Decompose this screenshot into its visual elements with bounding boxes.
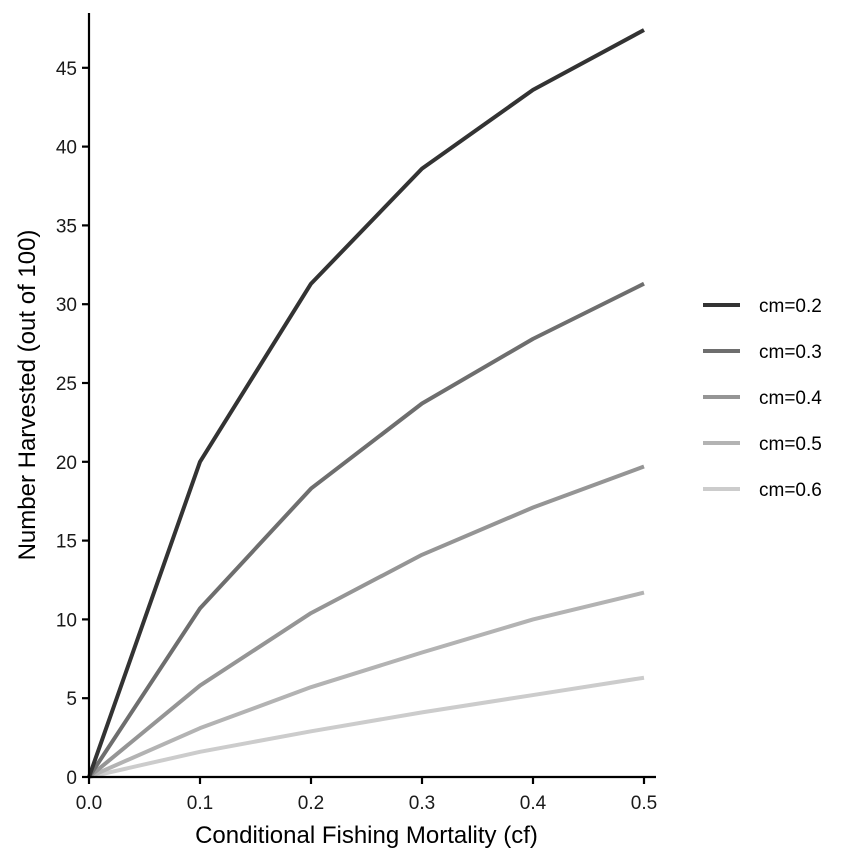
x-tick-label: 0.1 <box>187 793 213 814</box>
legend-label: cm=0.6 <box>759 480 822 501</box>
x-tick-label: 0.5 <box>631 793 657 814</box>
y-tick-label: 25 <box>56 374 77 395</box>
series-line-cm-0-3 <box>87 281 645 779</box>
y-ticks: 0 5 10 15 20 25 30 35 40 45 <box>56 59 89 789</box>
legend-label: cm=0.3 <box>759 342 822 363</box>
series-layer <box>87 28 645 779</box>
y-tick-label: 30 <box>56 295 77 316</box>
series-line-cm-0-4 <box>87 464 645 779</box>
y-tick-label: 45 <box>56 59 77 80</box>
x-tick-label: 0.4 <box>520 793 547 814</box>
legend-item: cm=0.4 <box>703 388 822 409</box>
legend-label: cm=0.5 <box>759 434 822 455</box>
axes-layer <box>87 13 656 779</box>
legend-label: cm=0.2 <box>759 296 822 317</box>
x-ticks: 0.0 0.1 0.2 0.3 0.4 0.5 <box>76 777 657 814</box>
x-axis-title: Conditional Fishing Mortality (cf) <box>195 822 538 849</box>
series-line-cm-0-5 <box>88 590 645 779</box>
legend-item: cm=0.5 <box>703 434 822 455</box>
x-tick-label: 0.2 <box>298 793 324 814</box>
legend-item: cm=0.2 <box>703 296 822 317</box>
legend-item: cm=0.3 <box>703 342 822 363</box>
x-tick-label: 0.3 <box>409 793 435 814</box>
y-tick-label: 35 <box>56 216 77 237</box>
legend-label: cm=0.4 <box>759 388 822 409</box>
x-tick-label: 0.0 <box>76 793 102 814</box>
y-tick-label: 20 <box>56 453 77 474</box>
legend-item: cm=0.6 <box>703 480 822 501</box>
legend: cm=0.2 cm=0.3 cm=0.4 cm=0.5 cm=0.6 <box>703 296 822 501</box>
series-line-cm-0-2 <box>87 28 645 778</box>
y-tick-label: 15 <box>56 532 77 553</box>
y-tick-label: 5 <box>66 689 77 710</box>
y-tick-label: 10 <box>56 610 77 631</box>
y-axis-title: Number Harvested (out of 100) <box>14 230 41 561</box>
series-line-cm-0-6 <box>88 675 645 779</box>
y-tick-label: 0 <box>66 768 77 789</box>
y-tick-label: 40 <box>56 138 77 159</box>
